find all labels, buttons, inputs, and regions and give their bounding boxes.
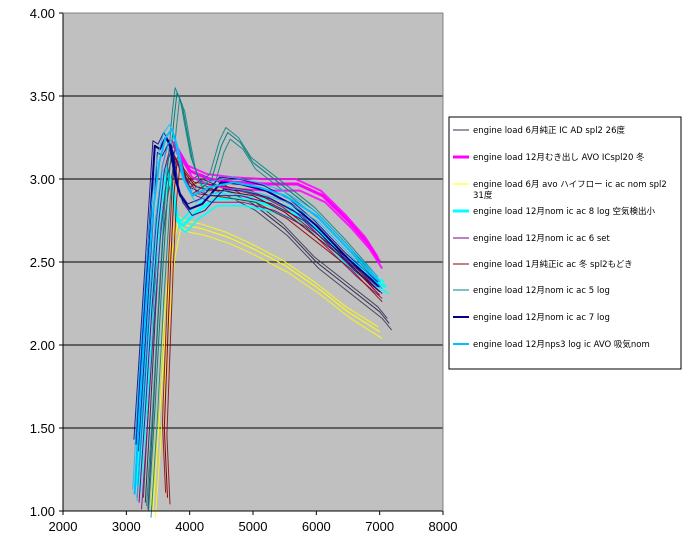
series-line-2-run-1 <box>150 215 379 507</box>
legend-label-0: engine load 6月純正 IC AD spl2 26度 <box>473 125 625 136</box>
y-tick-label-5: 3.50 <box>30 89 55 104</box>
legend-label-1: engine load 12月むき出し AVO ICspl20 冬 <box>473 152 645 163</box>
y-tick-label-0: 1.00 <box>30 504 55 519</box>
x-tick-label-2: 4000 <box>175 519 204 534</box>
series-line-8-run-1 <box>132 123 379 490</box>
y-tick-labels: 1.00 1.50 2.00 2.50 3.00 3.50 4.00 <box>30 6 63 519</box>
legend-label-2: engine load 6月 avo ハイフロー ic ac nom spl2 3… <box>473 180 667 201</box>
x-tick-label-6: 8000 <box>429 519 458 534</box>
y-tick-label-6: 4.00 <box>30 6 55 21</box>
x-tick-label-3: 5000 <box>239 519 268 534</box>
series-line-5-run-1 <box>161 156 379 493</box>
series-line-8 <box>133 128 381 495</box>
series-line-1-run-1 <box>171 140 379 258</box>
x-tick-labels: 2000 3000 4000 5000 6000 7000 8000 <box>49 511 458 534</box>
x-tick-label-1: 3000 <box>112 519 141 534</box>
legend-label-5: engine load 1月純正ic ac 冬 spl2もどき <box>473 259 633 270</box>
series-line-8-run-0 <box>136 135 383 502</box>
x-tick-label-5: 7000 <box>365 519 394 534</box>
x-tick-label-4: 6000 <box>302 519 331 534</box>
legend-label-8: engine load 12月nps3 log ic AVO 吸気nom <box>473 339 650 350</box>
y-tick-label-3: 2.50 <box>30 255 55 270</box>
legend-label-4: engine load 12月nom ic ac 6 set <box>473 234 611 244</box>
legend-label-3: engine load 12月nom ic ac 8 log 空気検出小 <box>473 206 656 217</box>
series-line-7-run-1 <box>133 132 379 440</box>
y-tick-label-4: 3.00 <box>30 172 55 187</box>
series-line-6-run-1 <box>146 87 379 507</box>
legend: engine load 6月純正 IC AD spl2 26度 engine lo… <box>448 116 682 370</box>
series-line-5 <box>163 161 381 498</box>
series-lines <box>132 87 393 518</box>
series-line-5-run-0 <box>166 168 383 505</box>
y-tick-label-2: 2.00 <box>30 338 55 353</box>
series-line-3 <box>136 169 387 487</box>
legend-box <box>448 116 682 370</box>
legend-label-6: engine load 12月nom ic ac 5 log <box>473 286 610 296</box>
y-tick-label-1: 1.50 <box>30 421 55 436</box>
legend-label-7: engine load 12月nom ic ac 7 log <box>473 313 610 323</box>
x-tick-label-0: 2000 <box>49 519 78 534</box>
